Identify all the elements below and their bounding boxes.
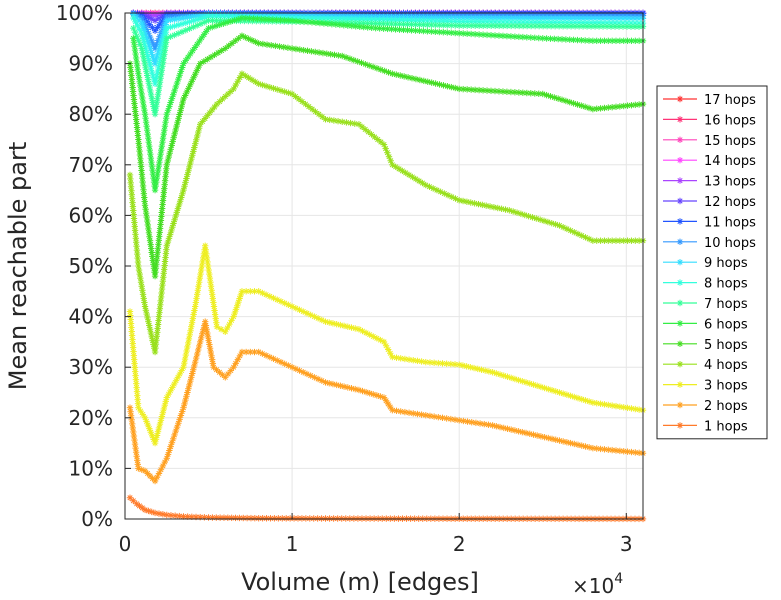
data-point bbox=[583, 15, 591, 22]
legend-label: 2 hops bbox=[704, 399, 748, 414]
data-point bbox=[156, 21, 163, 28]
x-tick-label: 2 bbox=[453, 532, 466, 556]
legend-label: 16 hops bbox=[704, 113, 756, 128]
data-point bbox=[146, 21, 153, 28]
y-tick-label: 0% bbox=[81, 507, 113, 531]
data-point bbox=[152, 76, 160, 84]
y-tick-label: 60% bbox=[69, 203, 113, 227]
data-point bbox=[676, 177, 684, 184]
y-tick-label: 70% bbox=[69, 153, 113, 177]
x-axis-exponent-base: ×10 bbox=[572, 574, 614, 598]
data-point bbox=[163, 24, 170, 32]
data-point bbox=[623, 15, 631, 22]
y-tick-label: 30% bbox=[69, 355, 113, 379]
data-point bbox=[368, 16, 375, 23]
legend-label: 13 hops bbox=[704, 175, 756, 190]
legend-label: 9 hops bbox=[704, 256, 748, 271]
legend-label: 14 hops bbox=[704, 154, 756, 169]
series-line bbox=[132, 17, 643, 191]
x-tick-label: 1 bbox=[286, 532, 299, 556]
series-4-hops bbox=[126, 70, 647, 356]
x-axis-exponent-power: 4 bbox=[614, 571, 623, 587]
data-point bbox=[511, 15, 519, 22]
data-point bbox=[676, 259, 684, 266]
legend-label: 7 hops bbox=[704, 297, 748, 312]
x-axis-exponent: ×104 bbox=[572, 571, 623, 598]
data-point bbox=[151, 80, 159, 88]
series-5-hops bbox=[126, 32, 647, 280]
data-point bbox=[676, 95, 684, 103]
y-tick-label: 80% bbox=[69, 102, 113, 126]
data-point bbox=[676, 218, 684, 225]
y-tick-label: 40% bbox=[69, 305, 113, 329]
legend-label: 3 hops bbox=[704, 379, 748, 394]
legend-label: 6 hops bbox=[704, 317, 748, 332]
series-3-hops bbox=[126, 242, 647, 447]
data-point bbox=[676, 381, 684, 388]
series-line bbox=[129, 35, 644, 277]
legend-label: 11 hops bbox=[704, 215, 756, 230]
data-point bbox=[676, 197, 684, 205]
legend-label: 12 hops bbox=[704, 195, 756, 210]
data-point bbox=[676, 279, 684, 286]
legend-label: 8 hops bbox=[704, 277, 748, 292]
data-point bbox=[676, 320, 684, 327]
data-point bbox=[154, 24, 161, 31]
legend: 17 hops 16 hops 15 hops 14 hops 13 hops 12 ho… bbox=[656, 85, 768, 440]
y-tick-label: 20% bbox=[69, 406, 113, 430]
series-1-hops bbox=[126, 494, 647, 523]
legend-label: 17 hops bbox=[704, 93, 756, 108]
data-point bbox=[676, 361, 684, 368]
data-point bbox=[676, 340, 684, 347]
legend-label: 4 hops bbox=[704, 358, 748, 373]
x-axis-label: Volume (m) [edges] bbox=[241, 568, 479, 596]
y-tick-label: 10% bbox=[69, 456, 113, 480]
y-axis-label: Mean reachable part bbox=[4, 142, 32, 390]
y-tick-label: 100% bbox=[56, 1, 113, 25]
legend-label: 1 hops bbox=[704, 419, 748, 434]
data-point bbox=[676, 422, 684, 429]
x-tick-label: 0 bbox=[119, 532, 132, 556]
legend-label: 5 hops bbox=[704, 338, 748, 353]
y-tick-label: 50% bbox=[69, 254, 113, 278]
y-tick-label: 90% bbox=[69, 52, 113, 76]
data-point bbox=[535, 15, 543, 22]
data-point bbox=[162, 28, 170, 36]
legend-label: 15 hops bbox=[704, 134, 756, 149]
data-point bbox=[151, 27, 159, 34]
legend-label: 10 hops bbox=[704, 236, 756, 251]
series-6-hops bbox=[130, 14, 647, 194]
x-tick-label: 3 bbox=[620, 532, 633, 556]
